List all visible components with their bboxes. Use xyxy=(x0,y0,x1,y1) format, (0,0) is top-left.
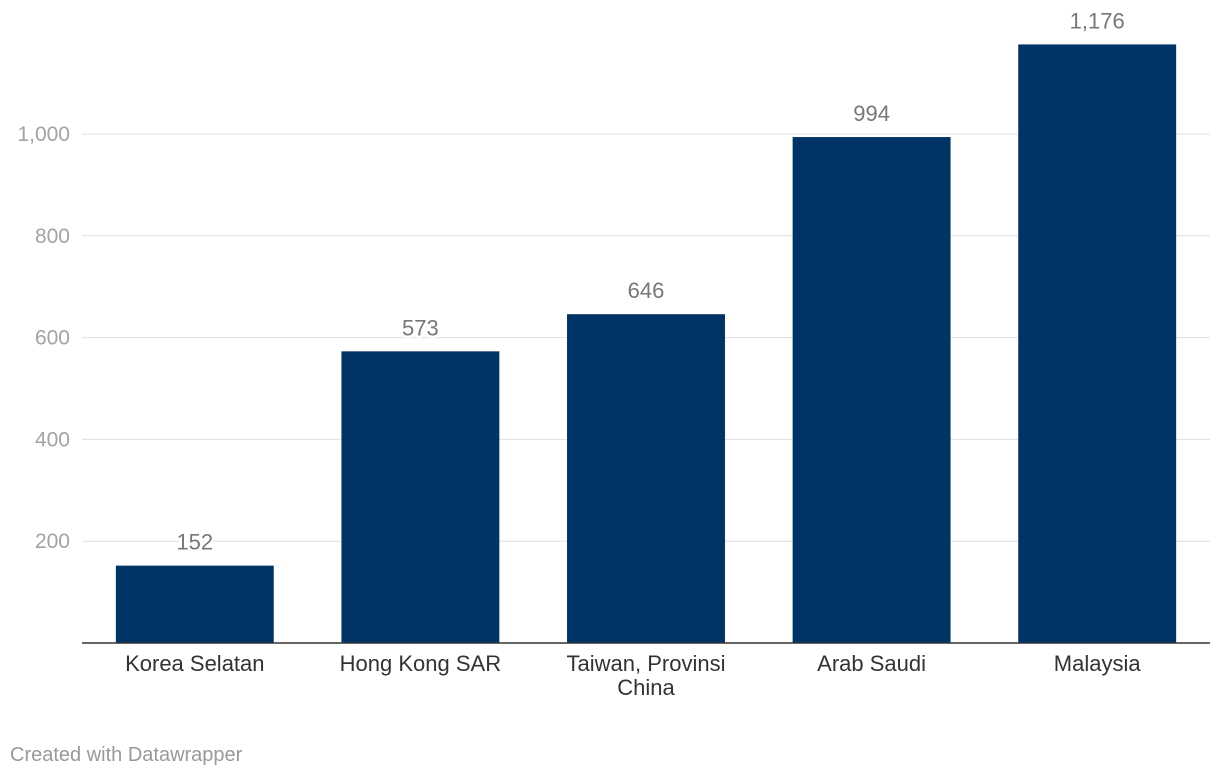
bar xyxy=(115,565,274,643)
bar xyxy=(341,351,500,643)
category-label: Malaysia xyxy=(1054,651,1142,676)
y-tick-label: 400 xyxy=(35,428,70,451)
value-label: 1,176 xyxy=(1070,8,1125,33)
category-label: Taiwan, Provinsi China xyxy=(567,651,726,700)
datawrapper-credit: Created with Datawrapper xyxy=(10,744,243,766)
category-label-line: Malaysia xyxy=(1054,651,1142,676)
category-label: Hong Kong SAR xyxy=(340,651,501,676)
value-label: 994 xyxy=(853,101,890,126)
category-label-line: Taiwan, Provinsi xyxy=(567,651,726,676)
category-label-line: Korea Selatan xyxy=(125,651,264,676)
value-labels: 152 573 646 994 1,176 xyxy=(174,6,1127,557)
value-label: 152 xyxy=(176,530,213,555)
category-label-line: China xyxy=(617,675,675,700)
bar xyxy=(1018,44,1177,643)
y-tick-label: 200 xyxy=(35,530,70,553)
bar xyxy=(792,137,951,643)
value-label: 646 xyxy=(628,278,665,303)
y-axis-tick-labels: 200 400 600 800 1,000 xyxy=(17,123,70,553)
category-label-line: Hong Kong SAR xyxy=(340,651,501,676)
bar xyxy=(567,314,725,643)
category-label-line: Arab Saudi xyxy=(817,651,926,676)
y-tick-label: 600 xyxy=(35,327,70,350)
bars xyxy=(115,44,1177,643)
x-axis-category-labels: Korea Selatan Hong Kong SAR Taiwan, Provin… xyxy=(125,651,1141,700)
value-label: 573 xyxy=(402,315,439,340)
y-tick-label: 800 xyxy=(35,225,70,248)
category-label: Arab Saudi xyxy=(817,651,926,676)
category-label: Korea Selatan xyxy=(125,651,264,676)
y-tick-label: 1,000 xyxy=(17,123,70,146)
